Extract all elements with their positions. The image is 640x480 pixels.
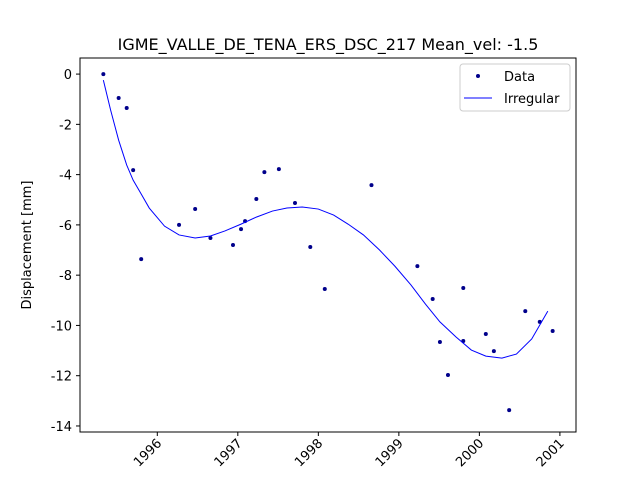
data-point <box>276 167 281 172</box>
plot-frame <box>79 57 577 433</box>
data-point <box>445 372 450 377</box>
x-tick-label: 1998 <box>292 436 326 470</box>
legend-box <box>459 63 571 112</box>
data-point <box>124 106 129 111</box>
data-point <box>193 207 198 212</box>
data-point <box>483 331 488 336</box>
data-point <box>254 197 259 202</box>
y-tick-label: -4 <box>59 169 72 184</box>
data-point <box>262 170 267 175</box>
data-point <box>131 168 136 173</box>
data-point <box>437 340 442 345</box>
y-tick-label: -8 <box>59 269 72 284</box>
data-point <box>461 285 466 290</box>
x-tick-label: 1999 <box>373 436 407 470</box>
data-point <box>430 297 435 302</box>
legend-marker <box>476 74 480 78</box>
y-axis-label: Displacement [mm] <box>20 181 35 310</box>
data-point <box>208 235 213 240</box>
data-point <box>550 328 555 333</box>
chart-title: IGME_VALLE_DE_TENA_ERS_DSC_217 Mean_vel:… <box>118 35 539 55</box>
y-tick-label: 0 <box>64 68 72 83</box>
data-line <box>102 80 549 359</box>
data-point <box>491 349 496 354</box>
y-tick-label: -12 <box>51 370 72 385</box>
data-point <box>230 243 235 247</box>
y-tick-label: -2 <box>59 118 72 133</box>
data-point <box>239 227 244 232</box>
data-point <box>415 264 420 269</box>
y-tick-label: -6 <box>59 219 72 234</box>
data-point <box>292 201 297 206</box>
data-point <box>116 95 121 100</box>
legend-label: Data <box>504 70 535 85</box>
data-point <box>322 286 327 291</box>
y-tick-label: -10 <box>51 319 72 334</box>
data-point <box>139 257 144 262</box>
x-tick-label: 1997 <box>212 436 246 470</box>
data-point <box>369 183 374 188</box>
data-point <box>308 245 313 250</box>
x-tick-label: 2000 <box>453 436 487 470</box>
legend-label: Irregular <box>504 92 560 107</box>
data-point <box>101 72 106 77</box>
y-tick-label: -14 <box>51 420 72 435</box>
x-tick-label: 1996 <box>131 436 165 470</box>
data-point <box>177 222 182 227</box>
data-point <box>507 408 512 413</box>
data-point <box>523 309 528 314</box>
x-tick-label: 2001 <box>534 436 568 470</box>
